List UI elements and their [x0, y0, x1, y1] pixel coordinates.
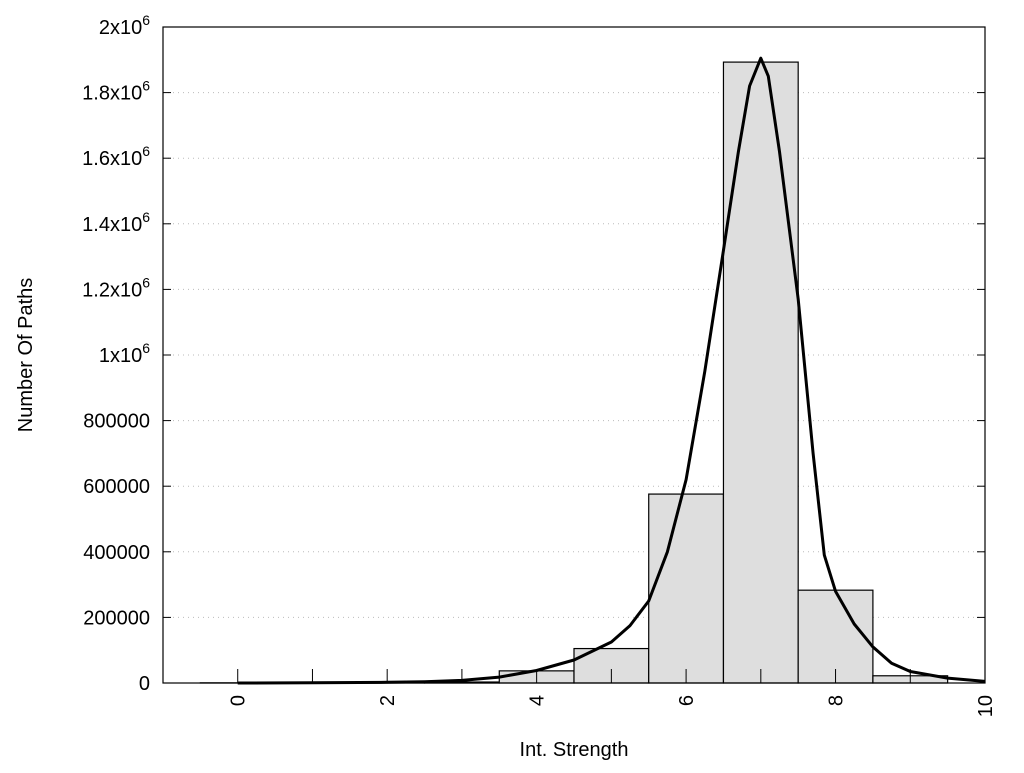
y-tick-label: 600000	[83, 476, 150, 498]
y-tick-label: 800000	[83, 411, 150, 433]
y-tick-label-base: 1.8x10	[82, 83, 142, 105]
y-tick-label: 2x106	[99, 12, 150, 39]
y-tick-label-base: 1.4x10	[82, 214, 142, 236]
y-tick-label-base: 400000	[83, 542, 150, 564]
y-tick-label: 1.4x106	[82, 209, 150, 236]
y-tick-label-base: 2x10	[99, 17, 142, 39]
y-tick-label-exponent: 6	[142, 78, 150, 94]
y-tick-label-base: 800000	[83, 411, 150, 433]
x-tick-label: 0	[228, 695, 250, 706]
y-tick-label-base: 600000	[83, 476, 150, 498]
y-tick-label: 400000	[83, 542, 150, 564]
histogram-bar	[723, 62, 798, 683]
y-tick-label-exponent: 6	[142, 274, 150, 290]
y-tick-label: 1.8x106	[82, 78, 150, 105]
histogram-bar	[649, 494, 724, 683]
y-tick-label-base: 0	[139, 673, 150, 695]
y-tick-label: 1.6x106	[82, 143, 150, 170]
x-axis-label: Int. Strength	[520, 739, 629, 761]
x-tick-label: 2	[377, 695, 399, 706]
x-tick-label: 6	[676, 695, 698, 706]
y-tick-label-exponent: 6	[142, 12, 150, 28]
y-tick-label: 1.2x106	[82, 274, 150, 301]
y-tick-label-base: 1x10	[99, 345, 142, 367]
y-tick-label: 1x106	[99, 340, 150, 367]
y-tick-label: 200000	[83, 607, 150, 629]
y-tick-label-exponent: 6	[142, 143, 150, 159]
y-tick-label-base: 1.2x10	[82, 279, 142, 301]
x-tick-label: 10	[975, 695, 997, 717]
grid-lines	[163, 93, 985, 618]
fit-curve-line	[238, 58, 985, 683]
y-axis-label: Number Of Paths	[15, 278, 37, 433]
y-tick-label-base: 1.6x10	[82, 148, 142, 170]
y-tick-label-exponent: 6	[142, 209, 150, 225]
y-tick-label: 0	[139, 673, 150, 695]
x-tick-label: 8	[826, 695, 848, 706]
y-tick-label-exponent: 6	[142, 340, 150, 356]
y-tick-label-base: 200000	[83, 607, 150, 629]
x-tick-label: 4	[527, 695, 549, 706]
